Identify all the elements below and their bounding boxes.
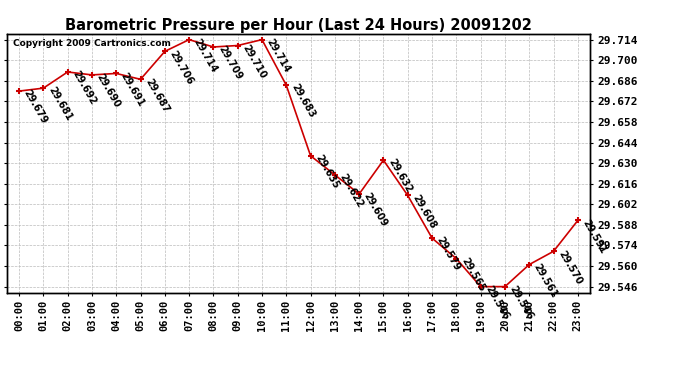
Text: 29.710: 29.710 [241,43,268,80]
Text: 29.622: 29.622 [337,172,365,210]
Text: 29.706: 29.706 [168,49,195,86]
Text: 29.691: 29.691 [119,70,146,108]
Text: 29.690: 29.690 [95,72,122,110]
Text: 29.608: 29.608 [411,193,438,230]
Text: 29.692: 29.692 [70,69,98,106]
Text: 29.632: 29.632 [386,158,413,195]
Text: 29.546: 29.546 [484,284,511,321]
Text: 29.561: 29.561 [532,262,560,299]
Text: 29.714: 29.714 [192,37,219,74]
Text: 29.546: 29.546 [508,284,535,321]
Text: 29.609: 29.609 [362,191,389,229]
Text: 29.570: 29.570 [556,249,584,286]
Text: 29.687: 29.687 [144,76,170,114]
Title: Barometric Pressure per Hour (Last 24 Hours) 20091202: Barometric Pressure per Hour (Last 24 Ho… [65,18,532,33]
Text: 29.635: 29.635 [313,153,341,190]
Text: 29.683: 29.683 [289,82,317,120]
Text: 29.591: 29.591 [580,217,608,255]
Text: 29.565: 29.565 [459,256,486,293]
Text: 29.679: 29.679 [22,88,49,126]
Text: 29.681: 29.681 [46,86,74,123]
Text: 29.579: 29.579 [435,236,462,273]
Text: 29.709: 29.709 [216,44,244,82]
Text: 29.714: 29.714 [265,37,292,74]
Text: Copyright 2009 Cartronics.com: Copyright 2009 Cartronics.com [12,39,170,48]
